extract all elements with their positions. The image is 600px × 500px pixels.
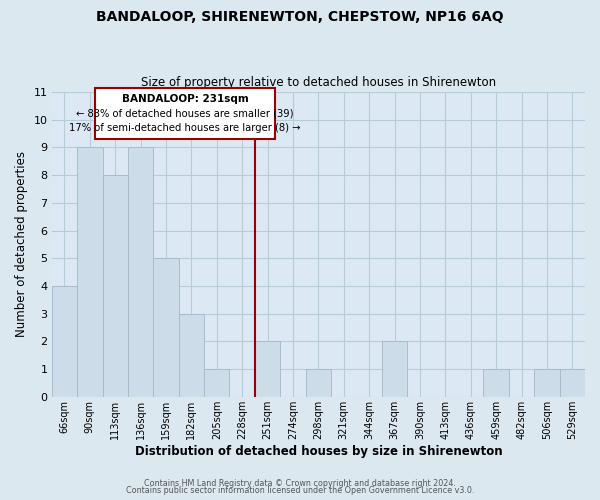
Bar bbox=[255, 342, 280, 397]
Bar bbox=[103, 175, 128, 397]
Bar bbox=[77, 148, 103, 397]
Bar bbox=[204, 369, 229, 397]
Text: Contains public sector information licensed under the Open Government Licence v3: Contains public sector information licen… bbox=[126, 486, 474, 495]
Text: 17% of semi-detached houses are larger (8) →: 17% of semi-detached houses are larger (… bbox=[69, 123, 301, 133]
Text: BANDALOOP: 231sqm: BANDALOOP: 231sqm bbox=[122, 94, 248, 104]
Text: BANDALOOP, SHIRENEWTON, CHEPSTOW, NP16 6AQ: BANDALOOP, SHIRENEWTON, CHEPSTOW, NP16 6… bbox=[96, 10, 504, 24]
Text: Contains HM Land Registry data © Crown copyright and database right 2024.: Contains HM Land Registry data © Crown c… bbox=[144, 478, 456, 488]
Bar bbox=[153, 258, 179, 397]
Y-axis label: Number of detached properties: Number of detached properties bbox=[15, 152, 28, 338]
Bar bbox=[382, 342, 407, 397]
Bar bbox=[560, 369, 585, 397]
Bar bbox=[52, 286, 77, 397]
FancyBboxPatch shape bbox=[95, 88, 275, 139]
Text: ← 83% of detached houses are smaller (39): ← 83% of detached houses are smaller (39… bbox=[76, 108, 294, 118]
Bar bbox=[179, 314, 204, 397]
Bar bbox=[128, 148, 153, 397]
Bar bbox=[305, 369, 331, 397]
Title: Size of property relative to detached houses in Shirenewton: Size of property relative to detached ho… bbox=[141, 76, 496, 90]
Bar bbox=[484, 369, 509, 397]
X-axis label: Distribution of detached houses by size in Shirenewton: Distribution of detached houses by size … bbox=[134, 444, 502, 458]
Bar bbox=[534, 369, 560, 397]
